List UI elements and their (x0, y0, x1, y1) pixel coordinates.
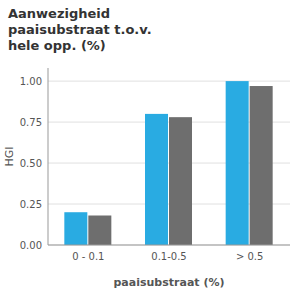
y-tick-label: 0.25 (20, 199, 42, 210)
y-axis-label: HGI (3, 146, 16, 166)
y-tick-label: 0.50 (20, 158, 42, 169)
x-tick-label: 0.1-0.5 (151, 251, 186, 262)
title: Aanwezigheidpaaisubstraat t.o.v.hele opp… (8, 6, 152, 53)
bar (145, 114, 168, 245)
x-axis-line (48, 245, 290, 246)
y-tick-label: 0.75 (20, 117, 42, 128)
y-tick-label: 0.00 (20, 240, 42, 251)
grid-line (48, 245, 290, 246)
x-axis-label: paaisubstraat (%) (114, 276, 225, 289)
bar (64, 212, 87, 245)
x-tick-label: > 0.5 (236, 251, 263, 262)
chart: Aanwezigheidpaaisubstraat t.o.v.hele opp… (0, 0, 300, 300)
title-line: hele opp. (%) (8, 38, 106, 53)
y-axis-line (48, 68, 49, 245)
title-line: paaisubstraat t.o.v. (8, 22, 152, 37)
bar (250, 86, 273, 245)
bar (169, 117, 192, 245)
bar (226, 81, 249, 245)
y-tick-label: 1.00 (20, 76, 42, 87)
grid-line (48, 81, 290, 82)
x-tick-label: 0 - 0.1 (72, 251, 104, 262)
title-line: Aanwezigheid (8, 6, 110, 21)
grid (48, 81, 290, 245)
bar (88, 216, 111, 246)
